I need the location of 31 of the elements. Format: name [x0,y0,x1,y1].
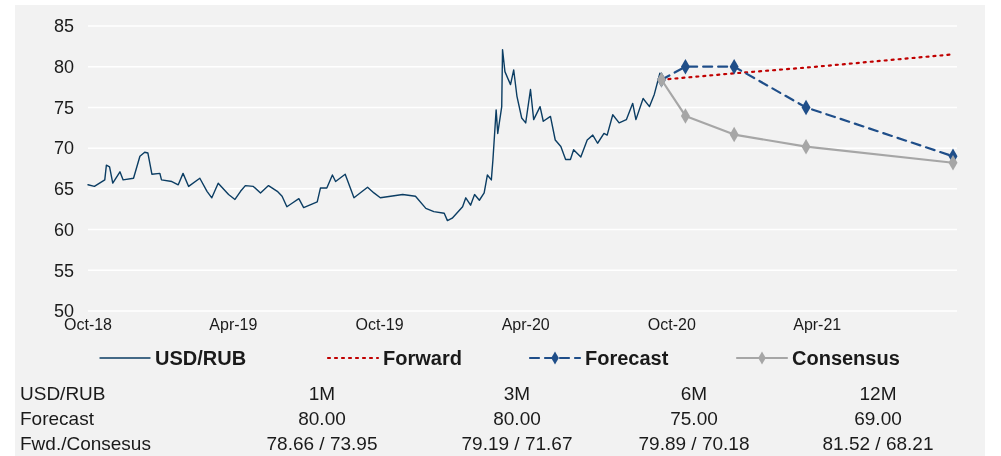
text: 79.19 / 71.67 [461,433,573,454]
text: 3M [503,383,531,404]
y-tick-label: 65 [53,179,74,200]
x-tick-label: Apr-19 [209,316,258,333]
text: 80.00 [298,408,346,429]
x-tick-label: Apr-21 [793,316,842,333]
y-tick-label: 80 [53,57,74,78]
legend-label: Forward [383,347,462,369]
text: 80.00 [493,408,541,429]
y-tick-label: 70 [53,138,74,159]
text: USD/RUB [20,383,106,404]
text: 81.52 / 68.21 [822,433,934,454]
text: Fwd./Consesus [20,433,151,454]
y-tick-label: 85 [53,16,74,37]
text: 79.89 / 70.18 [638,433,750,454]
x-tick-label: Apr-20 [501,316,550,333]
text: 78.66 / 73.95 [266,433,378,454]
text: 1M [308,383,336,404]
text: 69.00 [854,408,902,429]
y-tick-label: 55 [53,260,74,281]
y-tick-label: 60 [53,219,74,240]
text: 75.00 [670,408,718,429]
x-tick-label: Oct-19 [355,316,404,333]
legend-label: Forecast [585,347,669,369]
legend-label: Consensus [792,347,900,369]
legend-label: USD/RUB [155,347,247,369]
text: 6M [680,383,708,404]
x-tick-label: Oct-20 [647,316,696,333]
text: 12M [859,383,897,404]
y-tick-label: 75 [53,97,74,118]
text: Forecast [20,408,95,429]
